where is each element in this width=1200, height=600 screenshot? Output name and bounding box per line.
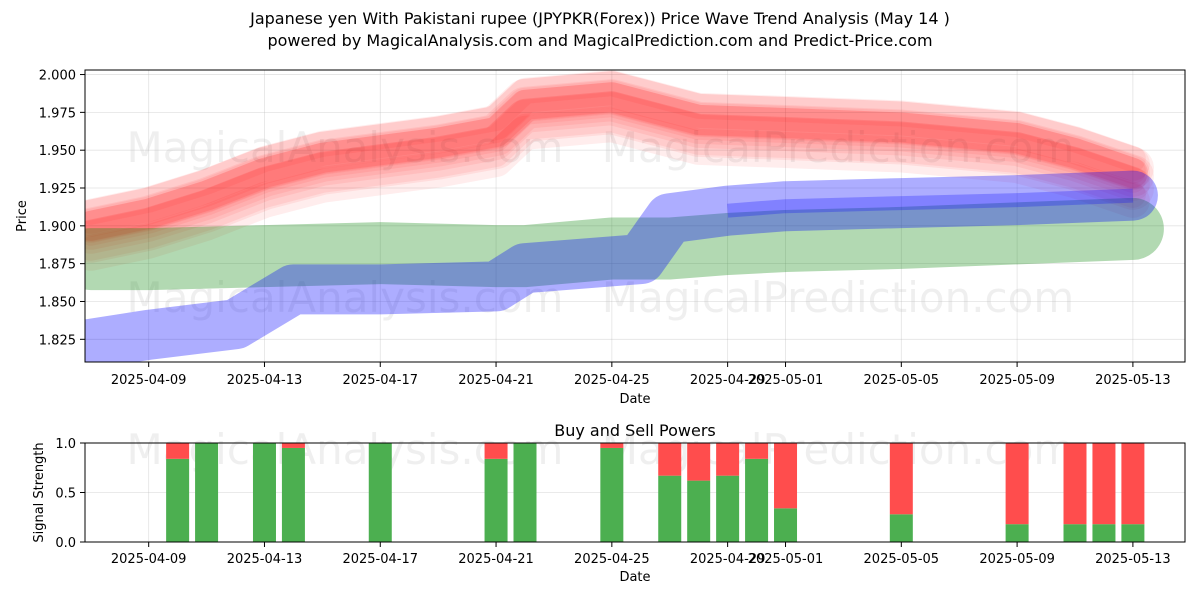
- blue-wave-tail: [727, 188, 1134, 218]
- buy-bar: [600, 447, 624, 542]
- watermark-text: MagicalPrediction.com: [602, 123, 1075, 172]
- watermark-text: MagicalAnalysis.com: [127, 273, 564, 322]
- y-tick-label: 1.900: [39, 220, 76, 235]
- x-tick-label: 2025-04-17: [342, 552, 418, 567]
- red-wave-band: [85, 91, 1146, 246]
- power-plot-title: Buy and Sell Powers: [554, 421, 716, 440]
- x-tick-label: 2025-04-17: [342, 373, 418, 388]
- price-plot-frame: [84, 69, 1186, 363]
- x-tick-label: 2025-04-25: [574, 373, 650, 388]
- wave-bands: [85, 70, 1164, 362]
- red-wave-core: [85, 82, 1148, 241]
- y-tick-label: 1.950: [39, 144, 76, 159]
- x-axis-label: Date: [619, 392, 650, 407]
- x-tick-label: 2025-05-13: [1095, 552, 1171, 567]
- y-axis-label: Price: [15, 200, 30, 232]
- x-tick-label: 2025-05-05: [864, 373, 940, 388]
- buy-bar: [889, 514, 913, 542]
- sell-bar: [1121, 443, 1145, 525]
- buy-bar: [745, 458, 769, 542]
- sell-bar: [1005, 443, 1029, 525]
- buy-bar: [1092, 524, 1116, 542]
- red-wave-band: [85, 82, 1146, 237]
- x-tick-label: 2025-04-21: [458, 552, 534, 567]
- green-wave-band: [85, 197, 1164, 291]
- buy-bar: [368, 443, 392, 542]
- red-wave-band: [85, 71, 1154, 242]
- x-tick-label: 2025-04-09: [111, 552, 187, 567]
- x-tick-label: 2025-04-13: [227, 552, 303, 567]
- x-tick-label: 2025-05-01: [748, 373, 824, 388]
- red-wave-band: [85, 71, 1150, 234]
- y-tick-label: 1.0: [55, 437, 76, 452]
- chart-title-line1: Japanese yen With Pakistani rupee (JPYPK…: [250, 9, 950, 28]
- x-tick-label: 2025-05-05: [864, 552, 940, 567]
- sell-bar: [484, 443, 508, 459]
- y-tick-label: 0.0: [55, 536, 76, 551]
- x-tick-label: 2025-04-25: [574, 552, 650, 567]
- red-wave-band: [85, 79, 1154, 250]
- x-tick-label: 2025-04-09: [111, 373, 187, 388]
- price-plot: MagicalAnalysis.com MagicalPrediction.com…: [15, 69, 1186, 407]
- x-tick-label: 2025-05-13: [1095, 373, 1171, 388]
- y-tick-label: 1.875: [39, 258, 76, 273]
- x-tick-label: 2025-04-13: [227, 373, 303, 388]
- chart-title-line2: powered by MagicalAnalysis.com and Magic…: [267, 31, 933, 50]
- sell-bar: [1063, 443, 1087, 525]
- red-wave-band: [85, 80, 1150, 243]
- buy-bar: [1063, 524, 1087, 542]
- buy-bar: [281, 447, 305, 542]
- buy-bar: [166, 458, 190, 542]
- sell-bar: [745, 443, 769, 459]
- y-tick-label: 1.825: [39, 333, 76, 348]
- x-tick-label: 2025-04-29: [690, 373, 766, 388]
- y-tick-label: 1.850: [39, 295, 76, 310]
- watermark-text: MagicalPrediction.com: [602, 273, 1075, 322]
- buy-bar: [658, 475, 682, 542]
- red-wave-band: [85, 91, 1150, 254]
- sell-bar: [166, 443, 190, 459]
- y-axis-label: Signal Strength: [32, 442, 47, 542]
- sell-bar: [1092, 443, 1116, 525]
- sell-bar: [600, 443, 624, 448]
- y-tick-label: 1.975: [39, 106, 76, 121]
- x-tick-label: 2025-05-01: [748, 552, 824, 567]
- red-wave-band: [85, 92, 1154, 263]
- red-wave-band: [85, 106, 1146, 261]
- x-tick-label: 2025-04-21: [458, 373, 534, 388]
- x-axis-label: Date: [619, 570, 650, 585]
- x-tick-label: 2025-05-09: [979, 373, 1055, 388]
- x-tick-label: 2025-04-29: [690, 552, 766, 567]
- red-wave-band: [85, 70, 1146, 225]
- sell-bar: [687, 443, 711, 481]
- sell-bar: [658, 443, 682, 476]
- sell-bar: [774, 443, 798, 509]
- buy-bar: [195, 443, 219, 542]
- buy-bar: [513, 443, 537, 542]
- sell-bar: [281, 443, 305, 448]
- buy-bar: [687, 480, 711, 542]
- buy-bar: [252, 443, 276, 542]
- x-tick-label: 2025-05-09: [979, 552, 1055, 567]
- buy-bar: [1121, 524, 1145, 542]
- red-wave-band: [85, 108, 1150, 271]
- y-tick-label: 2.000: [39, 69, 76, 84]
- buy-bar: [484, 458, 508, 542]
- y-tick-label: 0.5: [55, 487, 76, 502]
- sell-bar: [889, 443, 913, 515]
- sell-bar: [716, 443, 740, 476]
- y-tick-label: 1.925: [39, 182, 76, 197]
- buy-bar: [774, 508, 798, 542]
- blue-wave-band: [85, 170, 1158, 362]
- buy-bar: [716, 475, 740, 542]
- watermark-text: MagicalAnalysis.com: [127, 123, 564, 172]
- chart-title-block: Japanese yen With Pakistani rupee (JPYPK…: [0, 8, 1200, 52]
- buy-bar: [1005, 524, 1029, 542]
